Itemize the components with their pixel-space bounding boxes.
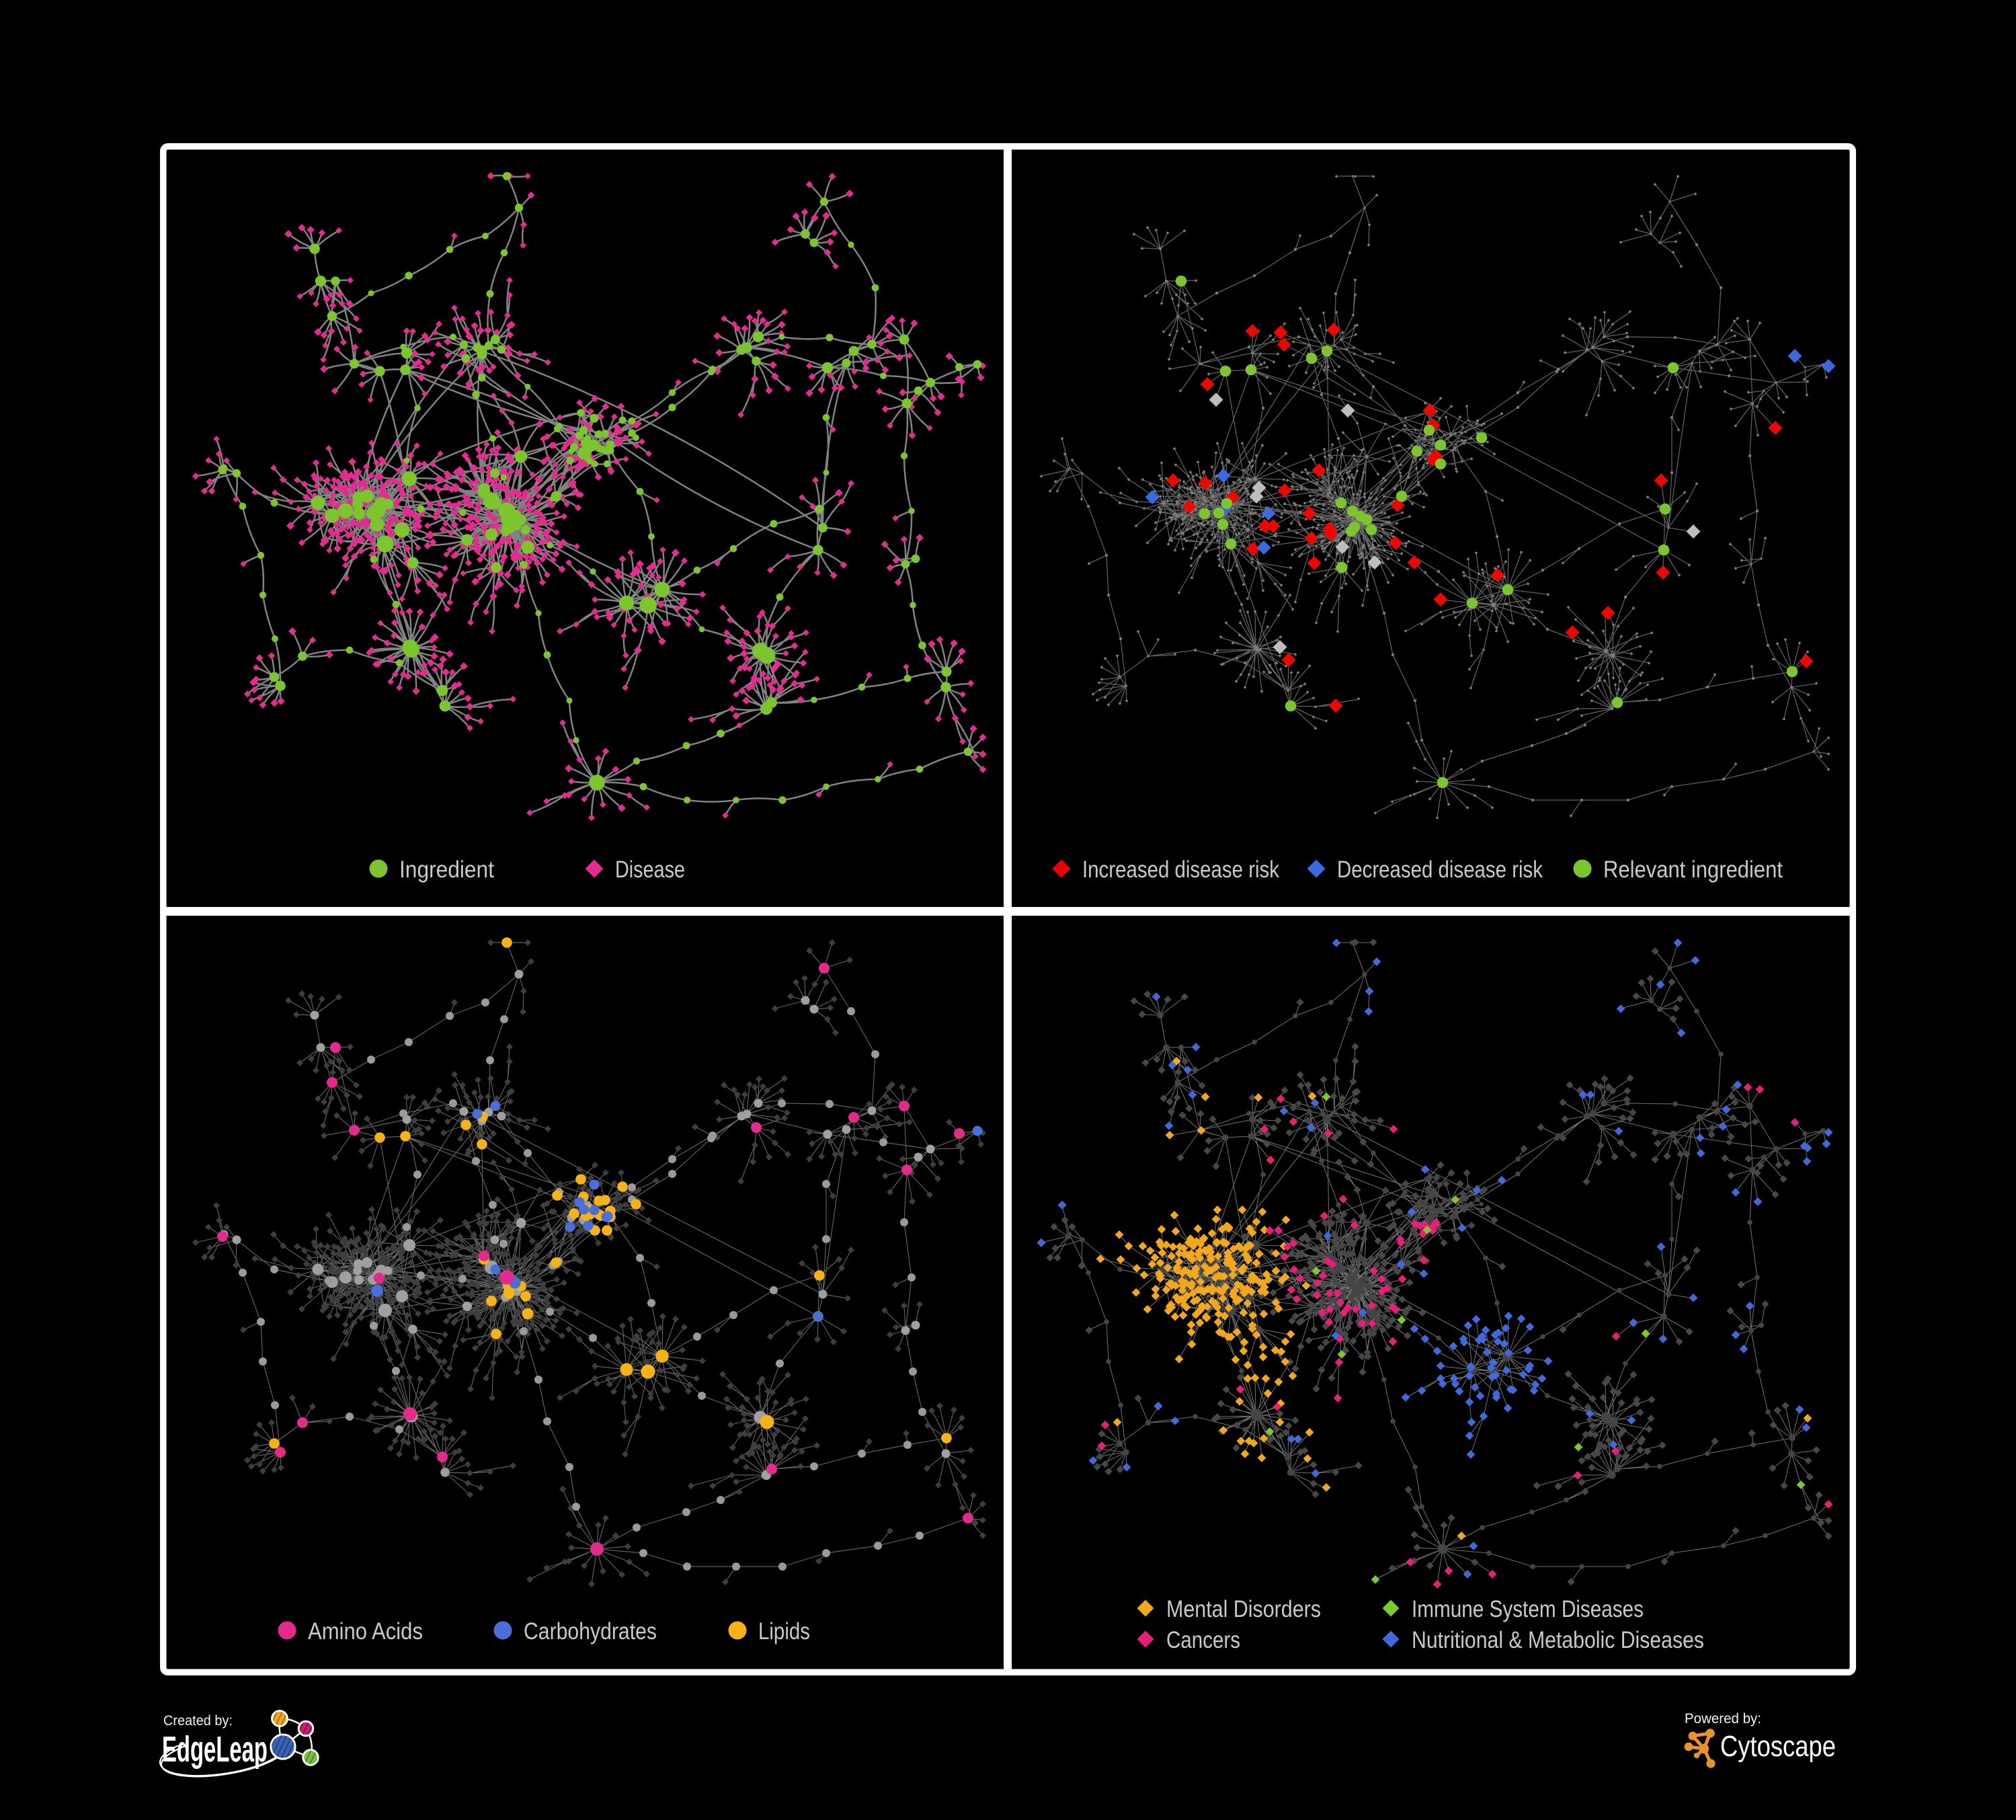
svg-text:Increased disease risk: Increased disease risk xyxy=(1082,857,1279,883)
svg-text:EdgeLeap: EdgeLeap xyxy=(162,1729,268,1770)
svg-text:Cancers: Cancers xyxy=(1166,1627,1240,1653)
svg-text:Relevant ingredient: Relevant ingredient xyxy=(1603,857,1783,883)
svg-text:Nutritional & Metabolic Diseas: Nutritional & Metabolic Diseases xyxy=(1412,1627,1704,1653)
svg-text:Immune System Diseases: Immune System Diseases xyxy=(1412,1596,1644,1622)
svg-text:Amino Acids: Amino Acids xyxy=(308,1618,423,1645)
svg-text:Decreased disease risk: Decreased disease risk xyxy=(1337,857,1543,883)
svg-text:Mental Disorders: Mental Disorders xyxy=(1166,1596,1321,1622)
svg-text:Disease: Disease xyxy=(615,857,685,883)
svg-text:Cytoscape: Cytoscape xyxy=(1720,1730,1836,1763)
svg-text:Created by:: Created by: xyxy=(163,1712,233,1729)
svg-text:Ingredient: Ingredient xyxy=(399,857,494,883)
svg-text:Carbohydrates: Carbohydrates xyxy=(524,1618,657,1645)
svg-text:Lipids: Lipids xyxy=(758,1618,810,1645)
svg-text:Powered by:: Powered by: xyxy=(1685,1710,1761,1727)
